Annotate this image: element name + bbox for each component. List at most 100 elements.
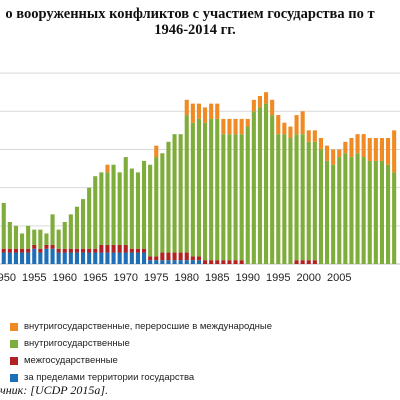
bar-intra-1984 bbox=[209, 118, 214, 261]
bar-intl-2002 bbox=[318, 138, 323, 150]
bar-intra-1980 bbox=[184, 115, 189, 253]
x-tick-label-2005: 2005 bbox=[327, 272, 351, 284]
bar-inter-1969 bbox=[117, 244, 122, 253]
bar-inter-1962 bbox=[74, 248, 79, 253]
bar-extra-1966 bbox=[99, 252, 104, 264]
legend-label-intl: внутригосударственные, переросшие в межд… bbox=[24, 321, 273, 332]
bar-intra-1994 bbox=[270, 115, 275, 264]
legend-item-intl: внутригосударственные, переросшие в межд… bbox=[10, 318, 272, 335]
bar-intra-1956 bbox=[38, 229, 43, 249]
bar-intra-1981 bbox=[190, 122, 195, 257]
bar-extra-1976 bbox=[160, 260, 165, 264]
legend-swatch-intra bbox=[10, 339, 18, 348]
bar-intl-2005 bbox=[337, 149, 342, 158]
bar-intra-1987 bbox=[227, 134, 232, 261]
bar-intra-1986 bbox=[221, 134, 226, 261]
bar-extra-1974 bbox=[148, 260, 153, 264]
bar-inter-1985 bbox=[215, 260, 220, 264]
bar-inter-1963 bbox=[81, 248, 86, 253]
bar-intra-1995 bbox=[276, 134, 281, 264]
legend: внутригосударственные, переросшие в межд… bbox=[10, 318, 272, 386]
bar-extra-1980 bbox=[184, 260, 189, 264]
bar-inter-1953 bbox=[20, 248, 25, 253]
bar-intra-1985 bbox=[215, 118, 220, 261]
bar-inter-1976 bbox=[160, 252, 165, 261]
bar-intl-1997 bbox=[288, 126, 293, 138]
bar-intl-2006 bbox=[343, 141, 348, 154]
bar-intra-1976 bbox=[160, 153, 165, 253]
x-tick-label-1970: 1970 bbox=[114, 272, 138, 284]
x-tick-label-1990: 1990 bbox=[236, 272, 260, 284]
bar-inter-1989 bbox=[239, 260, 244, 264]
bar-intl-1975 bbox=[154, 145, 159, 158]
bar-intra-1952 bbox=[13, 225, 18, 249]
legend-label-inter: межгосударственные bbox=[24, 355, 118, 366]
bar-intra-1957 bbox=[44, 233, 49, 245]
bar-inter-1952 bbox=[13, 248, 18, 253]
x-tick-label-1985: 1985 bbox=[205, 272, 229, 284]
bar-intl-1985 bbox=[215, 103, 220, 119]
bar-extra-1978 bbox=[172, 260, 177, 264]
x-tick-label-1960: 1960 bbox=[53, 272, 77, 284]
bar-intra-1953 bbox=[20, 233, 25, 249]
legend-label-extra: за пределами территории государства bbox=[24, 372, 195, 383]
bar-intra-1996 bbox=[282, 134, 287, 264]
bar-extra-1982 bbox=[196, 260, 201, 264]
bar-extra-1973 bbox=[142, 252, 147, 264]
bar-inter-1955 bbox=[32, 244, 37, 249]
bar-extra-1951 bbox=[7, 252, 12, 264]
bar-intra-2002 bbox=[318, 149, 323, 264]
bar-inter-1967 bbox=[105, 244, 110, 253]
bar-intra-1959 bbox=[56, 229, 61, 249]
bar-extra-1953 bbox=[20, 252, 25, 264]
bar-intra-1988 bbox=[233, 134, 238, 261]
bar-inter-1998 bbox=[294, 260, 299, 264]
bar-inter-1956 bbox=[38, 248, 43, 253]
bar-extra-1968 bbox=[111, 252, 116, 264]
bar-intl-1991 bbox=[251, 99, 256, 112]
bar-extra-1981 bbox=[190, 260, 195, 264]
bar-inter-1973 bbox=[142, 248, 147, 253]
bar-intl-1989 bbox=[239, 118, 244, 135]
bar-inter-1988 bbox=[233, 260, 238, 264]
bar-intra-2013 bbox=[386, 164, 391, 264]
bar-extra-1977 bbox=[166, 260, 171, 264]
x-tick-labels: 1950 1955 1960 1965 1970 1975 1980 1985 1990 1995… bbox=[0, 272, 351, 284]
bar-inter-1960 bbox=[62, 248, 67, 253]
bar-inter-1977 bbox=[166, 252, 171, 261]
bar-intra-2009 bbox=[361, 157, 366, 264]
source-note: чник: [UCDP 2015a]. bbox=[0, 383, 109, 397]
bar-intra-1969 bbox=[117, 172, 122, 245]
bar-extra-1954 bbox=[26, 252, 31, 264]
bar-intra-1979 bbox=[178, 134, 183, 253]
bar-intl-1967 bbox=[105, 164, 110, 173]
bar-intra-1993 bbox=[264, 103, 269, 264]
bar-inter-1968 bbox=[111, 244, 116, 253]
bar-inter-1999 bbox=[300, 260, 305, 264]
x-tick-label-1950: 1950 bbox=[0, 272, 16, 284]
bar-extra-1950 bbox=[1, 252, 6, 264]
bar-intl-1999 bbox=[300, 111, 305, 135]
bar-intl-1993 bbox=[264, 92, 269, 104]
bar-extra-1960 bbox=[62, 252, 67, 264]
bar-intra-1997 bbox=[288, 138, 293, 264]
bar-intra-1989 bbox=[239, 134, 244, 261]
bar-intra-2010 bbox=[367, 160, 372, 264]
bar-intra-2005 bbox=[337, 157, 342, 264]
x-tick-label-1980: 1980 bbox=[175, 272, 199, 284]
bar-intra-2012 bbox=[379, 160, 384, 264]
bar-intra-1998 bbox=[294, 134, 299, 261]
bar-inter-1972 bbox=[135, 248, 140, 253]
bar-intl-1986 bbox=[221, 118, 226, 135]
bar-intra-1950 bbox=[1, 202, 6, 249]
bar-extra-1970 bbox=[123, 252, 128, 264]
bar-intra-2001 bbox=[312, 141, 317, 261]
bar-intra-1991 bbox=[251, 111, 256, 264]
bar-inter-1984 bbox=[209, 260, 214, 264]
bar-inter-1951 bbox=[7, 248, 12, 253]
bar-extra-1957 bbox=[44, 248, 49, 264]
bar-inter-1961 bbox=[68, 248, 73, 253]
bar-inter-1954 bbox=[26, 248, 31, 253]
bar-intl-2013 bbox=[386, 138, 391, 165]
bar-intra-1967 bbox=[105, 172, 110, 245]
